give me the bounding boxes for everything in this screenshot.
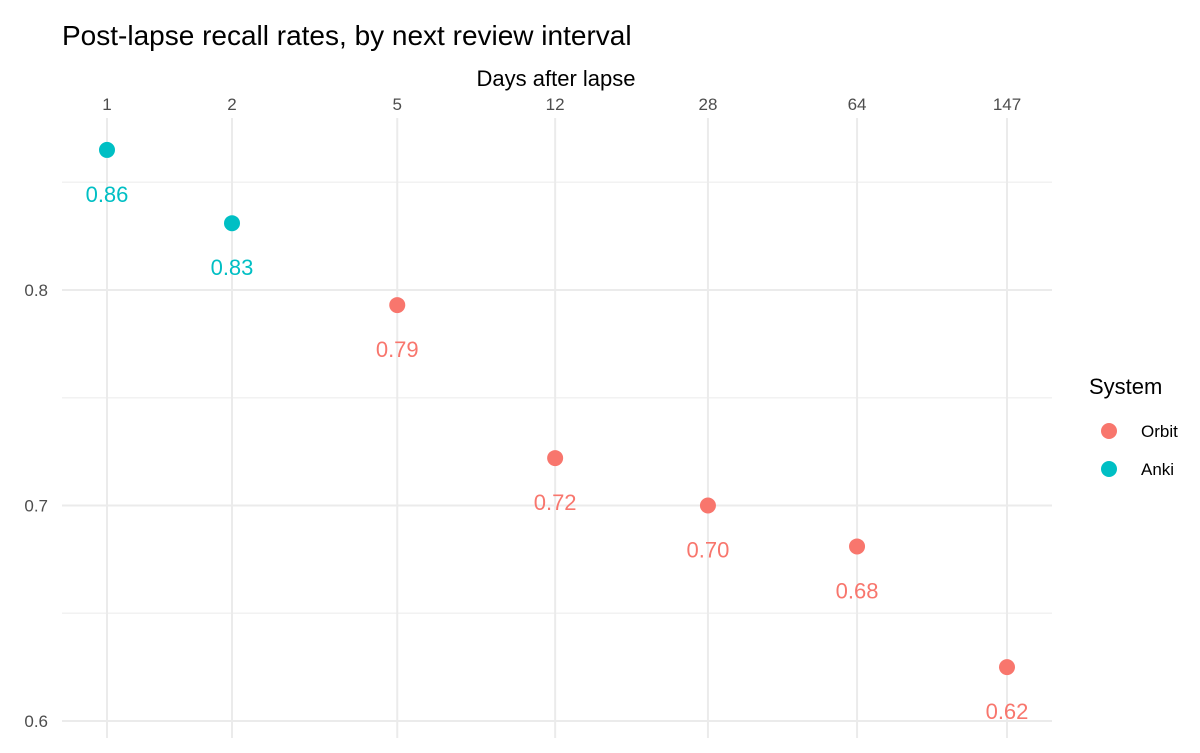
chart-title: Post-lapse recall rates, by next review …	[62, 20, 632, 51]
y-tick-label: 0.6	[24, 712, 48, 731]
x-tick-label: 64	[848, 95, 867, 114]
x-tick-label: 147	[993, 95, 1021, 114]
legend-label-orbit: Orbit	[1141, 422, 1178, 441]
data-labels: 0.86 0.83 0.79 0.72 0.70 0.68 0.62	[86, 182, 1029, 724]
data-label-orbit-3: 0.68	[836, 578, 879, 603]
point-anki-1	[224, 215, 241, 232]
x-axis-title: Days after lapse	[477, 66, 636, 91]
data-label-anki-1: 0.83	[211, 255, 254, 280]
y-tick-label: 0.7	[24, 497, 48, 516]
x-tick-label: 5	[393, 95, 402, 114]
point-anki-0	[99, 141, 115, 158]
point-orbit-0	[389, 297, 406, 314]
x-tick-label: 12	[546, 95, 565, 114]
point-orbit-3	[849, 538, 866, 555]
legend-label-anki: Anki	[1141, 460, 1174, 479]
data-points	[99, 141, 1015, 676]
point-orbit-1	[547, 450, 564, 467]
y-tick-label: 0.8	[24, 281, 48, 300]
data-label-orbit-2: 0.70	[687, 538, 730, 563]
legend-key-orbit	[1101, 423, 1117, 439]
data-label-anki-0: 0.86	[86, 182, 129, 207]
point-orbit-2	[699, 497, 716, 514]
legend: System Orbit Anki	[1089, 374, 1178, 479]
x-tick-label: 28	[698, 95, 717, 114]
x-tick-label: 2	[227, 95, 236, 114]
axes: Post-lapse recall rates, by next review …	[24, 20, 1021, 731]
data-label-orbit-1: 0.72	[534, 490, 577, 515]
x-tick-label: 1	[102, 95, 111, 114]
grid	[62, 118, 1052, 738]
data-label-orbit-4: 0.62	[986, 699, 1029, 724]
point-orbit-4	[999, 659, 1015, 676]
data-label-orbit-0: 0.79	[376, 337, 419, 362]
legend-title: System	[1089, 374, 1162, 399]
legend-key-anki	[1101, 461, 1117, 477]
